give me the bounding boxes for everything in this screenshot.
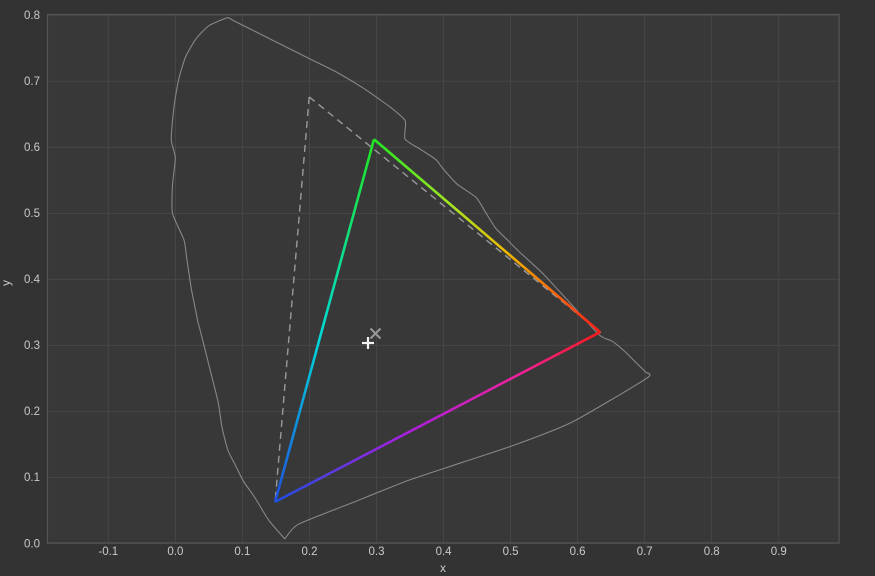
svg-text:0.5: 0.5 [503,546,519,558]
svg-text:0.8: 0.8 [704,546,720,558]
svg-text:-0.1: -0.1 [98,546,118,558]
svg-text:0.4: 0.4 [436,546,453,558]
svg-text:0.0: 0.0 [167,546,183,558]
svg-text:x: x [440,561,446,575]
svg-text:0.5: 0.5 [24,208,40,220]
svg-text:0.2: 0.2 [24,406,40,418]
svg-text:0.8: 0.8 [24,10,40,22]
svg-text:0.6: 0.6 [570,546,586,558]
svg-text:0.3: 0.3 [369,546,385,558]
svg-text:0.1: 0.1 [234,546,250,558]
svg-text:0.3: 0.3 [24,340,40,352]
svg-text:0.0: 0.0 [24,538,40,550]
svg-text:0.9: 0.9 [771,546,787,558]
svg-text:y: y [0,280,13,286]
svg-text:0.6: 0.6 [24,142,40,154]
svg-text:0.1: 0.1 [24,472,40,484]
svg-text:0.7: 0.7 [637,546,653,558]
svg-text:0.7: 0.7 [24,76,40,88]
svg-text:0.4: 0.4 [24,274,41,286]
svg-text:0.2: 0.2 [302,546,318,558]
